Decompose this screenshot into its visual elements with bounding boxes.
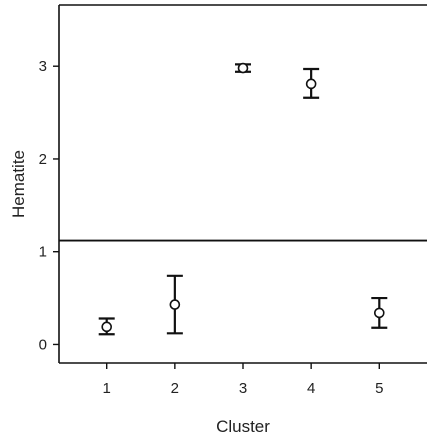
y-tick-label: 3 (39, 58, 47, 75)
error-bar-cluster-3 (235, 62, 251, 74)
x-axis-title: Cluster (216, 417, 270, 436)
y-axis-title: Hematite (9, 150, 28, 218)
error-bar-cluster-1 (98, 317, 115, 336)
x-tick-label: 1 (103, 380, 111, 397)
axis-ticks: 0 1 2 3 1 2 3 4 5 (39, 58, 384, 397)
mean-point (169, 299, 181, 310)
y-tick-label: 2 (39, 151, 47, 168)
x-tick-label: 3 (239, 380, 247, 397)
error-bar-cluster-2 (166, 274, 183, 335)
mean-point (237, 62, 249, 74)
error-bar-cluster-5 (371, 296, 388, 329)
error-bar-marks (98, 62, 388, 336)
mean-point (305, 78, 317, 90)
error-bar-cluster-4 (303, 67, 320, 99)
x-tick-label: 4 (307, 380, 315, 397)
y-tick-label: 0 (39, 336, 47, 353)
x-tick-label: 2 (171, 380, 179, 397)
x-tick-label: 5 (375, 380, 383, 397)
mean-point (373, 307, 385, 319)
y-tick-label: 1 (39, 244, 47, 261)
mean-point (101, 321, 113, 333)
plot-frame (58, 4, 427, 364)
